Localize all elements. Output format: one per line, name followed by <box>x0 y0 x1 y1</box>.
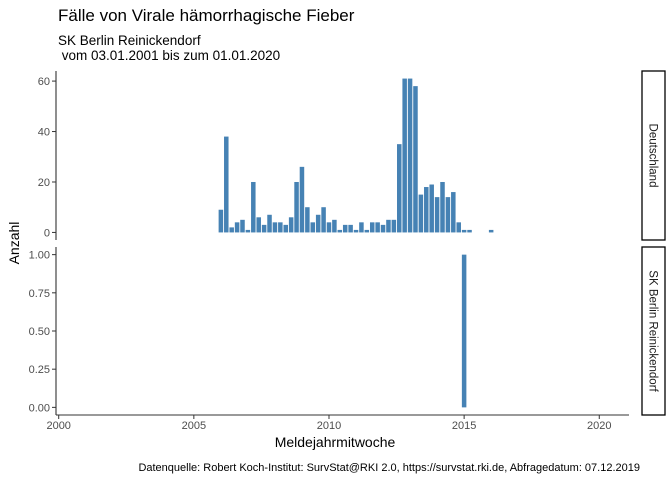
bar <box>386 219 391 233</box>
bar <box>267 214 272 233</box>
bar <box>440 181 445 233</box>
bar <box>488 229 494 233</box>
y-axis-label: Anzahl <box>6 222 22 265</box>
bar <box>315 214 321 233</box>
x-axis: 2000 2005 2010 2015 2020 <box>46 414 629 432</box>
bar <box>326 222 332 233</box>
bar <box>364 229 370 233</box>
bar <box>391 219 397 233</box>
bar <box>299 166 305 233</box>
bar <box>359 222 364 233</box>
bar <box>332 219 337 233</box>
bar <box>256 217 261 233</box>
x-tick-label: 2005 <box>182 420 206 432</box>
y-tick-label: 0.75 <box>29 288 50 300</box>
bar <box>407 78 413 233</box>
y-tick-label: 0 <box>44 227 50 239</box>
bar <box>348 224 353 233</box>
bar <box>402 78 407 233</box>
chart-title: Fälle von Virale hämorrhagische Fieber <box>58 6 355 25</box>
bar <box>278 222 283 233</box>
bar <box>397 144 402 233</box>
panel-top: 0 20 40 60 Deutschland <box>38 70 666 241</box>
y-tick-label: 1.00 <box>29 250 50 262</box>
x-tick-label: 2000 <box>46 420 70 432</box>
y-tick-label: 0.50 <box>29 326 50 338</box>
bar <box>429 184 434 233</box>
bar <box>245 229 251 233</box>
bar <box>467 229 472 233</box>
y-tick-label: 0.25 <box>29 364 50 376</box>
bar <box>461 254 467 408</box>
bar <box>424 187 429 233</box>
bar <box>272 222 278 233</box>
y-tick-label: 40 <box>38 127 50 139</box>
bar <box>224 136 229 233</box>
bar <box>451 192 456 233</box>
chart-subtitle-line2: vom 03.01.2001 bis zum 01.01.2020 <box>58 48 280 63</box>
bar <box>240 219 245 233</box>
bar <box>353 229 359 233</box>
bar <box>380 224 386 233</box>
bar <box>369 222 375 233</box>
facet-strip <box>641 246 666 416</box>
y-tick-label: 60 <box>38 76 50 88</box>
x-tick-label: 2010 <box>317 420 341 432</box>
facet-strip-label: Deutschland <box>647 124 659 188</box>
bar <box>461 229 467 233</box>
y-tick-label: 0.00 <box>29 402 50 414</box>
bar <box>413 86 418 233</box>
chart-caption: Datenquelle: Robert Koch-Institut: SurvS… <box>138 462 640 474</box>
bar <box>434 197 440 233</box>
bar <box>375 222 380 233</box>
bar <box>337 229 343 233</box>
bar <box>251 181 256 233</box>
bar <box>456 222 461 233</box>
bar <box>288 217 294 233</box>
bar <box>321 207 326 233</box>
x-axis-label: Meldejahrmitwoche <box>275 434 396 450</box>
bar <box>305 207 310 233</box>
chart-subtitle-line1: SK Berlin Reinickendorf <box>58 33 201 48</box>
y-tick-label: 20 <box>38 177 50 189</box>
bar <box>445 197 451 233</box>
bar <box>310 222 316 233</box>
x-tick-label: 2020 <box>587 420 611 432</box>
bar <box>294 181 299 233</box>
bar <box>218 209 224 233</box>
facet-strip-label: SK Berlin Reinickendorf <box>647 270 659 392</box>
facet-strip <box>641 70 666 241</box>
bar <box>234 222 240 233</box>
bar <box>418 194 424 233</box>
bar <box>261 224 267 233</box>
bar <box>342 224 348 233</box>
panel-bottom: 0.00 0.25 0.50 0.75 1.00 SK Berlin Reinickend… <box>29 246 666 416</box>
bar <box>283 224 288 233</box>
bar <box>229 227 234 233</box>
x-tick-label: 2015 <box>452 420 476 432</box>
